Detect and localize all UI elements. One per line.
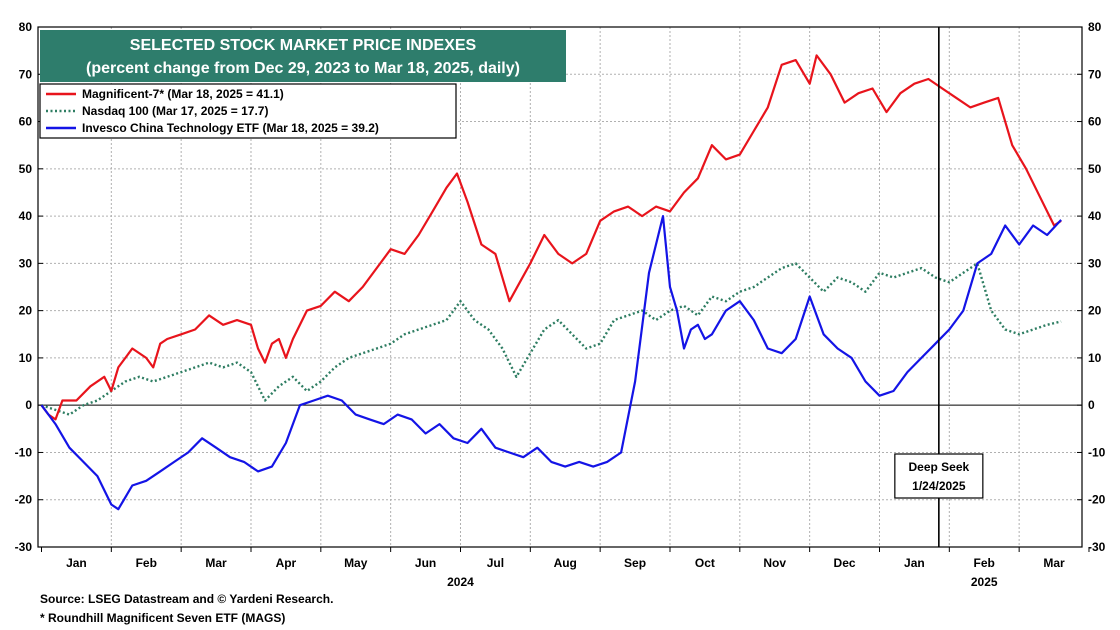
year-label: 2025 <box>971 575 998 589</box>
year-label: 2024 <box>447 575 474 589</box>
y-tick-label-right: -30 <box>1088 540 1106 554</box>
y-tick-label-right: 10 <box>1088 351 1102 365</box>
x-tick-label: Feb <box>136 556 157 570</box>
title-background <box>40 30 566 82</box>
series-line-1 <box>41 262 1062 416</box>
y-tick-label-left: 50 <box>19 162 33 176</box>
y-tick-label-left: 40 <box>19 209 33 223</box>
legend-label-2: Invesco China Technology ETF (Mar 18, 20… <box>82 121 379 135</box>
x-tick-label: Apr <box>276 556 297 570</box>
legend-box <box>39 83 457 139</box>
legend: Magnificent-7* (Mar 18, 2025 = 41.1) Nasd… <box>39 83 457 139</box>
x-tick-label: Jan <box>66 556 87 570</box>
y-tick-label-right: -10 <box>1088 445 1106 459</box>
x-tick-label: Sep <box>624 556 646 570</box>
series-line-2 <box>40 215 1062 511</box>
series-line-0 <box>40 54 1062 421</box>
title-box: SELECTED STOCK MARKET PRICE INDEXES (per… <box>40 30 566 82</box>
y-tick-label-right: 60 <box>1088 115 1102 129</box>
y-tick-label-right: 40 <box>1088 209 1102 223</box>
source-note: Source: LSEG Datastream and © Yardeni Re… <box>40 592 334 606</box>
x-tick-label: Jan <box>904 556 925 570</box>
x-tick-label: Mar <box>1043 556 1065 570</box>
y-tick-label-left: -30 <box>15 540 33 554</box>
x-tick-label: Dec <box>834 556 856 570</box>
x-axis: Jan Feb Mar Apr May Jun Jul Aug Sep Oct Nov Dec Jan F… <box>40 547 1090 589</box>
y-tick-label-right: -20 <box>1088 493 1106 507</box>
plot-frame <box>37 26 1083 548</box>
y-tick-label-right: 50 <box>1088 162 1102 176</box>
y-tick-label-right: 20 <box>1088 304 1102 318</box>
chart-title: SELECTED STOCK MARKET PRICE INDEXES <box>130 37 477 54</box>
x-tick-label: Mar <box>205 556 227 570</box>
legend-label-0: Magnificent-7* (Mar 18, 2025 = 41.1) <box>82 87 284 101</box>
y-tick-label-right: 70 <box>1088 67 1102 81</box>
deep-seek-date: 1/24/2025 <box>912 479 966 493</box>
x-tick-label: Jul <box>487 556 504 570</box>
y-axis-right: 80 70 60 50 40 30 20 10 0 -10 -20 -30 <box>1077 20 1106 554</box>
y-tick-label-left: 70 <box>19 67 33 81</box>
series-layer <box>40 54 1062 511</box>
y-tick-label-left: 80 <box>19 20 33 34</box>
deep-seek-label: Deep Seek <box>908 460 969 474</box>
y-tick-label-right: 80 <box>1088 20 1102 34</box>
x-tick-label: Feb <box>974 556 995 570</box>
x-tick-label: Aug <box>554 556 577 570</box>
x-tick-label: May <box>344 556 368 570</box>
legend-label-1: Nasdaq 100 (Mar 17, 2025 = 17.7) <box>82 104 268 118</box>
y-tick-label-left: 10 <box>19 351 33 365</box>
y-tick-label-left: -20 <box>15 493 33 507</box>
y-tick-label-right: 0 <box>1088 398 1095 412</box>
y-tick-label-left: 30 <box>19 256 33 270</box>
footnote: * Roundhill Magnificent Seven ETF (MAGS) <box>40 611 286 625</box>
chart-subtitle: (percent change from Dec 29, 2023 to Mar… <box>86 60 520 77</box>
deep-seek-box <box>894 453 984 499</box>
x-tick-label: Oct <box>695 556 715 570</box>
y-axis-left: 80 70 60 50 40 30 20 10 0 -10 -20 -30 <box>15 20 43 554</box>
annotation: Deep Seek 1/24/2025 <box>894 27 984 547</box>
x-tick-label: Jun <box>415 556 436 570</box>
y-tick-label-left: 20 <box>19 304 33 318</box>
y-tick-label-left: 0 <box>25 398 32 412</box>
y-tick-label-right: 30 <box>1088 256 1102 270</box>
y-tick-label-left: 60 <box>19 115 33 129</box>
x-tick-label: Nov <box>763 556 786 570</box>
y-tick-label-left: -10 <box>15 445 33 459</box>
